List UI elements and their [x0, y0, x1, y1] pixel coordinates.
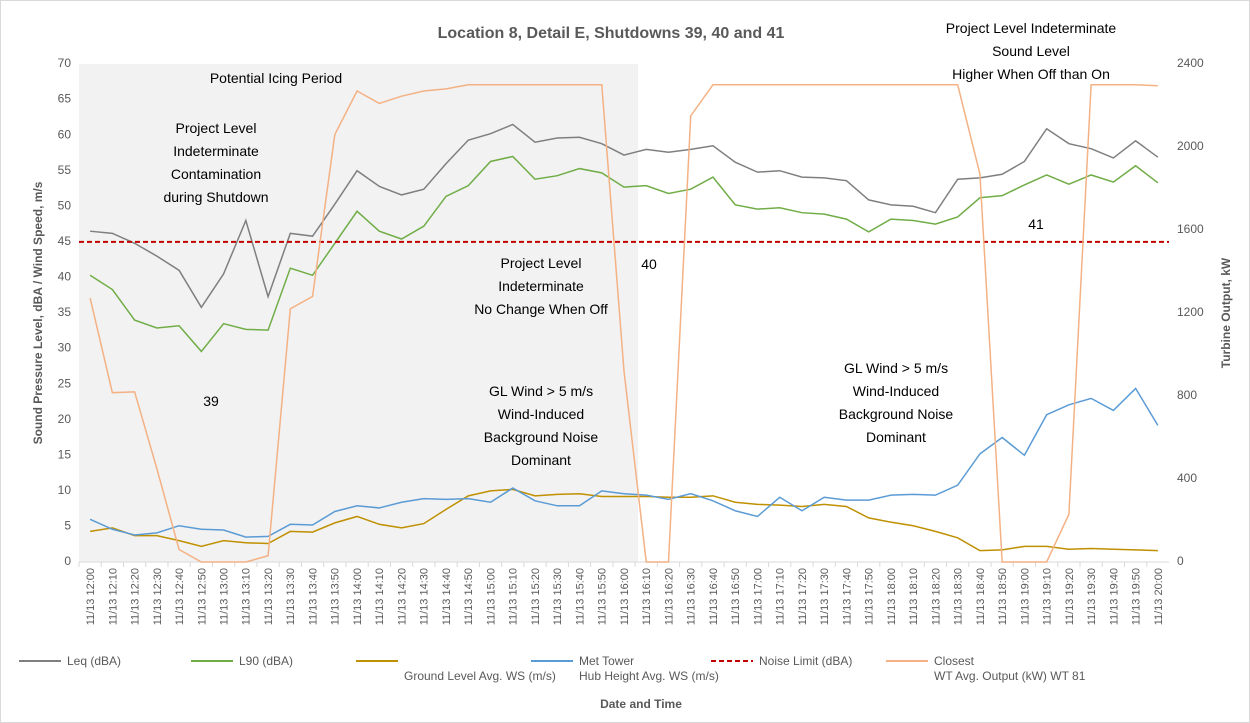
x-tick-label: 11/13 14:00: [352, 568, 364, 625]
x-tick-label: 11/13 15:30: [552, 568, 564, 625]
x-tick-label: 11/13 13:10: [241, 568, 253, 625]
x-tick-label: 11/13 14:30: [419, 568, 431, 625]
y-tick-label: 65: [58, 92, 72, 106]
annotation: 39: [203, 393, 219, 409]
annotation: Project Level Indeterminate Contaminatio…: [163, 120, 269, 205]
y-tick-label: 35: [58, 305, 72, 319]
y-tick-label: 15: [58, 447, 72, 461]
x-tick-label: 11/13 16:00: [619, 568, 631, 625]
x-tick-label: 11/13 19:00: [1019, 568, 1031, 625]
y-tick-label: 50: [58, 198, 72, 212]
shutdown-shade: [79, 64, 638, 562]
x-tick-label: 11/13 13:00: [218, 568, 230, 625]
x-tick-label: 11/13 17:30: [819, 568, 831, 625]
x-tick-label: 11/13 17:20: [797, 568, 809, 625]
y-tick-label: 70: [58, 56, 72, 70]
y-tick-label: 55: [58, 163, 72, 177]
x-tick-label: 11/13 12:40: [174, 568, 186, 625]
x-tick-label: 11/13 12:00: [85, 568, 97, 625]
x-tick-label: 11/13 19:50: [1131, 568, 1143, 625]
x-tick-label: 11/13 13:20: [263, 568, 275, 625]
y2-axis-title: Turbine Output, kW: [1219, 257, 1233, 368]
x-tick-label: 11/13 16:20: [663, 568, 675, 625]
x-tick-label: 11/13 19:10: [1042, 568, 1054, 625]
y-tick-label: 20: [58, 412, 72, 426]
x-tick-label: 11/13 14:40: [441, 568, 453, 625]
annotation: Potential Icing Period: [209, 70, 343, 86]
y-tick-label: 45: [58, 234, 72, 248]
x-tick-label: 11/13 18:40: [975, 568, 987, 625]
x-tick-label: 11/13 18:10: [908, 568, 920, 625]
series-line: [90, 488, 1158, 552]
y2-tick-label: 400: [1177, 471, 1197, 485]
x-tick-label: 11/13 18:30: [953, 568, 965, 625]
x-axis-title: Date and Time: [600, 697, 682, 711]
legend-label: L90 (dBA): [239, 654, 294, 668]
x-tick-label: 11/13 17:50: [864, 568, 876, 625]
y-tick-label: 10: [58, 483, 72, 497]
annotation: GL Wind > 5 m/s Wind-Induced Background …: [483, 383, 599, 468]
annotation: Project Level Indeterminate Sound Level …: [945, 20, 1117, 82]
y-tick-label: 30: [58, 341, 72, 355]
legend-label: Closest WT Avg. Output (kW) WT 81: [934, 654, 1086, 683]
series-line: [89, 387, 1159, 538]
x-tick-label: 11/13 16:10: [641, 568, 653, 625]
x-tick-label: 11/13 17:40: [841, 568, 853, 625]
annotation: 41: [1028, 216, 1044, 232]
x-tick-label: 11/13 12:30: [152, 568, 164, 625]
y-tick-label: 0: [64, 554, 71, 568]
legend-label: Ground Level Avg. WS (m/s): [404, 669, 556, 683]
x-tick-label: 11/13 18:00: [886, 568, 898, 625]
y-axis-title: Sound Pressure Level, dBA / Wind Speed, …: [31, 181, 45, 444]
x-tick-label: 11/13 12:50: [196, 568, 208, 625]
y2-tick-label: 0: [1177, 554, 1184, 568]
x-tick-label: 11/13 14:20: [396, 568, 408, 625]
x-tick-label: 11/13 12:10: [107, 568, 119, 625]
x-tick-label: 11/13 16:40: [708, 568, 720, 625]
x-tick-label: 11/13 15:40: [574, 568, 586, 625]
y2-tick-label: 2400: [1177, 56, 1204, 70]
y2-tick-label: 1600: [1177, 222, 1204, 236]
x-tick-label: 11/13 13:40: [307, 568, 319, 625]
x-tick-label: 11/13 18:20: [930, 568, 942, 625]
y2-tick-label: 2000: [1177, 139, 1204, 153]
legend-label: Leq (dBA): [67, 654, 122, 668]
x-tick-label: 11/13 12:20: [130, 568, 142, 625]
x-tick-label: 11/13 19:30: [1086, 568, 1098, 625]
chart-title: Location 8, Detail E, Shutdowns 39, 40 a…: [438, 25, 785, 42]
x-tick-label: 11/13 13:30: [285, 568, 297, 625]
x-tick-label: 11/13 15:00: [485, 568, 497, 625]
x-tick-label: 11/13 15:50: [597, 568, 609, 625]
annotation: 40: [641, 256, 657, 272]
legend-label: Met Tower Hub Height Avg. WS (m/s): [579, 654, 719, 683]
x-tick-label: 11/13 17:10: [775, 568, 787, 625]
x-tick-label: 11/13 14:50: [463, 568, 475, 625]
x-tick-label: 11/13 20:00: [1153, 568, 1165, 625]
y-tick-label: 5: [64, 519, 71, 533]
legend-label: Noise Limit (dBA): [759, 654, 853, 668]
series-line: [89, 84, 1158, 563]
y2-tick-label: 1200: [1177, 305, 1204, 319]
series-line: [89, 155, 1159, 353]
x-tick-label: 11/13 17:00: [752, 568, 764, 625]
x-tick-label: 11/13 15:10: [508, 568, 520, 625]
y-tick-label: 25: [58, 376, 72, 390]
x-tick-label: 11/13 14:10: [374, 568, 386, 625]
x-tick-label: 11/13 19:20: [1064, 568, 1076, 625]
y-tick-label: 60: [58, 127, 72, 141]
x-tick-label: 11/13 15:20: [530, 568, 542, 625]
x-tick-label: 11/13 16:30: [686, 568, 698, 625]
annotation: Project Level Indeterminate No Change Wh…: [474, 255, 608, 317]
y2-tick-label: 800: [1177, 388, 1197, 402]
x-tick-label: 11/13 13:50: [330, 568, 342, 625]
y-tick-label: 40: [58, 270, 72, 284]
x-tick-label: 11/13 16:50: [730, 568, 742, 625]
annotation: GL Wind > 5 m/s Wind-Induced Background …: [838, 360, 954, 445]
x-tick-label: 11/13 18:50: [997, 568, 1009, 625]
x-tick-label: 11/13 19:40: [1108, 568, 1120, 625]
